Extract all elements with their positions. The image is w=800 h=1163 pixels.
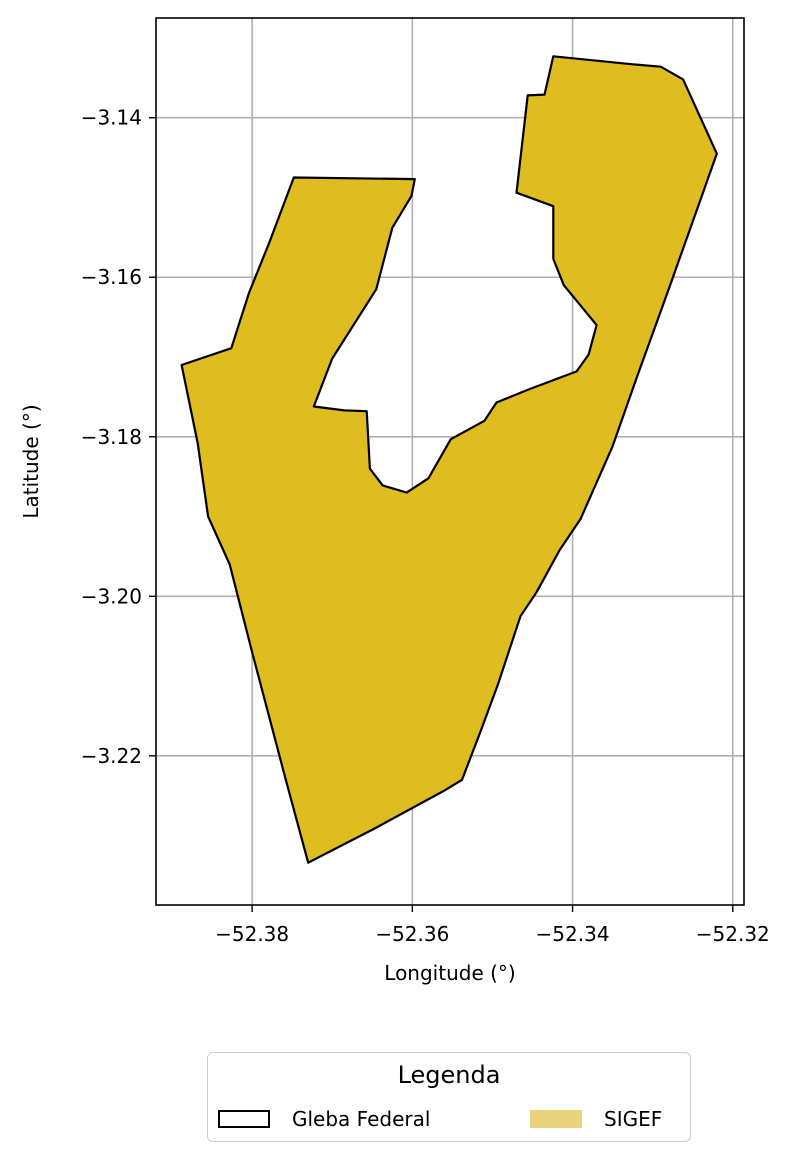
legend-title: Legenda: [397, 1061, 501, 1089]
legend: Legenda Gleba Federal SIGEF: [207, 1052, 691, 1142]
y-tick-label: −3.20: [81, 584, 142, 608]
legend-label: Gleba Federal: [292, 1107, 431, 1131]
y-axis-label: Latitude (°): [19, 404, 43, 518]
legend-entry-gleba-federal: Gleba Federal: [218, 1105, 430, 1133]
x-tick-label: −52.36: [375, 922, 449, 946]
legend-entry-sigef: SIGEF: [530, 1105, 662, 1133]
tick-layer: −52.38 −52.36 −52.34 −52.32 −3.14 −3.16 −3.18 −…: [81, 106, 770, 946]
map-chart: −52.38 −52.36 −52.34 −52.32 −3.14 −3.16 −3.18 −…: [19, 17, 770, 985]
y-tick-label: −3.22: [81, 744, 142, 768]
legend-label: SIGEF: [604, 1107, 663, 1131]
x-tick-label: −52.32: [696, 922, 770, 946]
polygon-layer: [180, 55, 718, 864]
y-tick-label: −3.14: [81, 106, 142, 130]
y-tick-label: −3.16: [81, 265, 142, 289]
x-tick-label: −52.34: [536, 922, 610, 946]
legend-swatch-fill: [530, 1110, 582, 1128]
y-tick-label: −3.18: [81, 425, 142, 449]
x-tick-label: −52.38: [215, 922, 289, 946]
x-axis-label: Longitude (°): [384, 961, 515, 985]
legend-swatch-outline: [218, 1110, 270, 1128]
plot-frame: [155, 17, 745, 906]
sigef-polygon: [180, 55, 718, 864]
